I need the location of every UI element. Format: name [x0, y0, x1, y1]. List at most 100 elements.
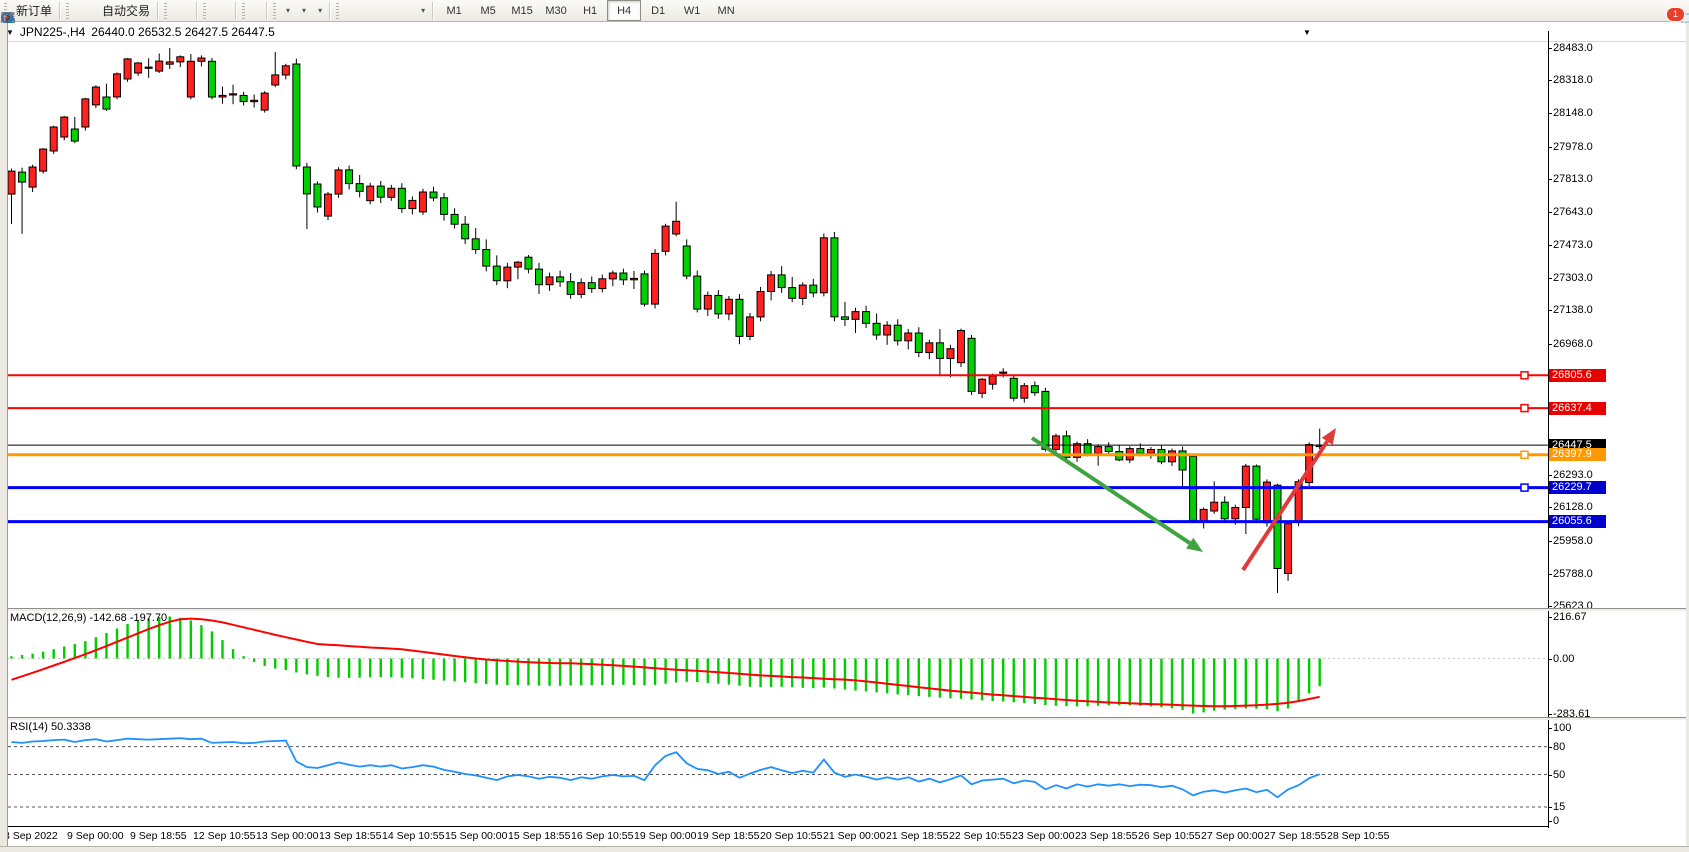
timeframe-button-h1[interactable]: H1: [583, 4, 598, 17]
resistance-line-2[interactable]: [8, 403, 1548, 413]
quotes-button[interactable]: [1, 0, 79, 25]
orange-level-line[interactable]: [8, 450, 1548, 460]
candle-chart-button[interactable]: [2, 0, 185, 25]
price-tick-label: 27978.0: [1553, 141, 1593, 153]
chart-shift-button[interactable]: [2, 0, 263, 25]
time-axis-label: 13 Sep 00:00: [256, 830, 319, 842]
timeframe-button-mn[interactable]: MN: [717, 4, 735, 17]
chart-window: ▼ JPN225-,H4 26440.0 26532.5 26427.5 264…: [0, 23, 1689, 852]
templates-button-dropdown-caret-icon[interactable]: ▾: [318, 6, 323, 15]
price-tick-label: 25958.0: [1553, 535, 1593, 547]
indicators-button[interactable]: ▾: [1, 0, 294, 25]
axis-tick: [1548, 212, 1552, 213]
axis-tick: [1548, 714, 1552, 715]
toolbar-separator: [196, 1, 199, 20]
toolbar-separator: [329, 1, 332, 20]
support-line-1[interactable]: [8, 483, 1548, 492]
macd-pane-canvas[interactable]: [0, 610, 1548, 717]
timeframe-button-m30[interactable]: M30: [545, 4, 567, 17]
new-order-button[interactable]: 新订单: [2, 0, 56, 25]
resistance-line-1[interactable]: [8, 371, 1548, 380]
time-axis-label: 20 Sep 10:55: [760, 830, 823, 842]
vertical-line-button[interactable]: [7, 0, 365, 25]
time-axis-label: 14 Sep 10:55: [382, 830, 445, 842]
price-tick-label: 27813.0: [1553, 173, 1593, 185]
fibonacci-button[interactable]: F: [2, 0, 397, 27]
axis-tick: [1548, 821, 1552, 822]
toolbar-grip: [4, 2, 7, 19]
green-down-arrow[interactable]: [1030, 436, 1203, 552]
axis-tick: [1548, 728, 1552, 729]
axis-tick: [1548, 807, 1552, 808]
red-up-arrow[interactable]: [1241, 428, 1336, 572]
rsi-pane-canvas[interactable]: [0, 719, 1548, 827]
toolbar-grip: [203, 2, 207, 19]
macd-axis-label: 0.00: [1553, 653, 1575, 665]
time-axis-label: 19 Sep 00:00: [634, 830, 697, 842]
zoom-out-button[interactable]: [1, 0, 224, 26]
time-axis-label: 8 Sep 2022: [4, 830, 58, 842]
svg-text:T: T: [5, 14, 10, 24]
zoom-in-button[interactable]: [1, 0, 216, 26]
axis-tick: [1548, 617, 1552, 618]
time-axis-label: 23 Sep 00:00: [1012, 830, 1075, 842]
text-label-button[interactable]: T: [1, 0, 413, 24]
chart-menu-caret-icon[interactable]: ▼: [6, 27, 14, 37]
horizontal-line-button[interactable]: [1, 0, 373, 22]
toolbar-separator: [432, 1, 435, 20]
axis-tick: [1548, 659, 1552, 660]
axis-tick: [1548, 747, 1552, 748]
timeframe-button-m5[interactable]: M5: [480, 4, 496, 17]
periods-button-dropdown-caret-icon[interactable]: ▾: [302, 6, 307, 15]
trendline-button[interactable]: [2, 0, 381, 25]
axis-tick: [1548, 245, 1552, 246]
toolbar-separator: [59, 1, 62, 20]
price-tick-label: 28148.0: [1553, 107, 1593, 119]
auto-scroll-button[interactable]: [2, 0, 255, 25]
cursor-button[interactable]: [4, 0, 349, 25]
timeframe-button-h4[interactable]: H4: [607, 0, 642, 21]
timeframe-button-w1[interactable]: W1: [683, 4, 701, 17]
support-line-1-price-badge: 26229.7: [1549, 481, 1606, 494]
axis-tick: [1548, 179, 1552, 180]
channel-button[interactable]: E: [1, 0, 389, 27]
rsi-axis-label: 80: [1553, 741, 1566, 753]
toolbar-grip: [273, 2, 277, 19]
price-tick-label: 26293.0: [1553, 469, 1593, 481]
chart-shift-marker-icon[interactable]: ▼: [1303, 28, 1311, 37]
axis-tick: [1548, 541, 1552, 542]
price-tick-label: 26128.0: [1553, 501, 1593, 513]
templates-button[interactable]: ▾: [1, 0, 326, 25]
timeframe-button-d1[interactable]: D1: [651, 4, 666, 17]
line-chart-button[interactable]: [1, 0, 193, 23]
price-chart-canvas[interactable]: [0, 31, 1548, 608]
tile-windows-button[interactable]: [1, 0, 232, 25]
crosshair-button[interactable]: [2, 0, 357, 25]
periods-button[interactable]: ▾: [1, 0, 310, 26]
window-frame-right: [1686, 23, 1689, 851]
navigator-button[interactable]: [1, 0, 95, 25]
auto-trading-button[interactable]: 自动交易: [1, 0, 154, 26]
indicators-button-dropdown-caret-icon[interactable]: ▾: [286, 6, 291, 15]
macd-axis-label: 216.67: [1553, 611, 1587, 623]
time-axis-label: 21 Sep 00:00: [823, 830, 886, 842]
auto-trading-button-label: 自动交易: [102, 4, 151, 18]
text-button[interactable]: A: [4, 0, 405, 26]
chart-title-bar: ▼ JPN225-,H4 26440.0 26532.5 26427.5 264…: [6, 24, 275, 40]
macd-pane-divider[interactable]: [0, 608, 1689, 611]
shapes-button-dropdown-caret-icon[interactable]: ▾: [421, 6, 426, 15]
rsi-axis-label: 50: [1553, 769, 1566, 781]
support-line-2-price-badge: 26055.6: [1549, 515, 1606, 528]
market-watch-button[interactable]: [1, 0, 87, 25]
price-tick-label: 27303.0: [1553, 272, 1593, 284]
timeframe-button-m1[interactable]: M1: [446, 4, 462, 17]
axis-tick: [1548, 48, 1552, 49]
time-axis-label: 22 Sep 10:55: [949, 830, 1012, 842]
timeframe-button-m15[interactable]: M15: [511, 4, 533, 17]
shapes-button[interactable]: ▾: [0, 0, 429, 25]
time-axis-label: 15 Sep 18:55: [508, 830, 571, 842]
toolbar-grip: [66, 2, 70, 19]
rsi-pane-divider[interactable]: [0, 717, 1689, 720]
bar-chart-button[interactable]: [2, 0, 177, 24]
axis-tick: [1548, 775, 1552, 776]
